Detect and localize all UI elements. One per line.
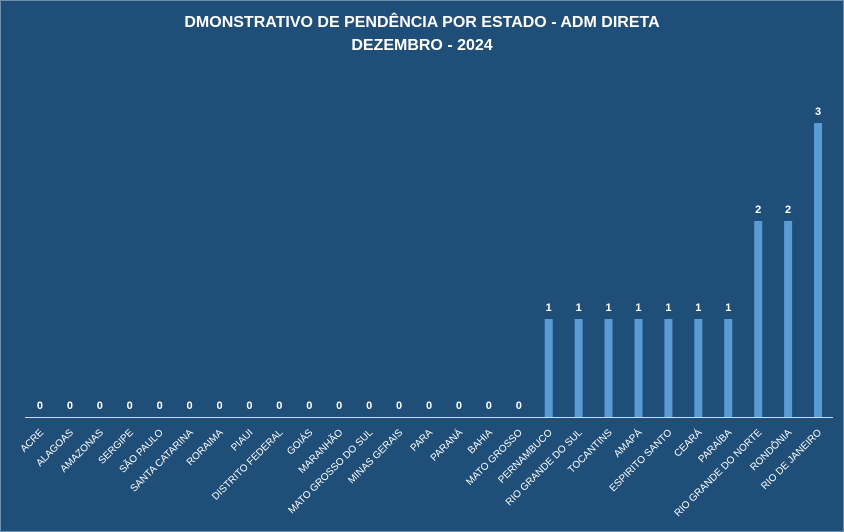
- x-tick-label: PARA: [409, 427, 436, 454]
- bar: [814, 123, 823, 417]
- data-label: 0: [246, 400, 252, 412]
- data-label: 1: [665, 302, 671, 314]
- data-label: 0: [67, 400, 73, 412]
- data-label: 0: [486, 400, 492, 412]
- chart-title-block: DMONSTRATIVO DE PENDÊNCIA POR ESTADO - A…: [1, 11, 843, 57]
- data-label: 1: [546, 302, 552, 314]
- data-label: 1: [576, 302, 582, 314]
- bar: [664, 319, 673, 417]
- bar: [724, 319, 733, 417]
- data-label: 0: [97, 400, 103, 412]
- x-tick-label: BAHIA: [466, 427, 495, 456]
- data-label: 0: [336, 400, 342, 412]
- x-tick-label: ACRE: [19, 427, 47, 455]
- data-label: 0: [216, 400, 222, 412]
- bar: [574, 319, 583, 417]
- data-label: 0: [187, 400, 193, 412]
- data-label: 3: [815, 106, 821, 118]
- data-label: 0: [127, 400, 133, 412]
- bar: [604, 319, 613, 417]
- x-tick-label: PIAUI: [229, 427, 255, 453]
- x-tick-label: PARANÁ: [427, 426, 465, 464]
- bar: [544, 319, 553, 417]
- data-label: 2: [785, 204, 791, 216]
- data-label: 0: [426, 400, 432, 412]
- data-label: 0: [37, 400, 43, 412]
- bar: [694, 319, 703, 417]
- data-label: 0: [456, 400, 462, 412]
- data-label: 0: [396, 400, 402, 412]
- data-label: 1: [605, 302, 611, 314]
- data-label: 1: [635, 302, 641, 314]
- data-label: 0: [366, 400, 372, 412]
- data-label: 0: [306, 400, 312, 412]
- data-label: 0: [516, 400, 522, 412]
- data-label: 0: [276, 400, 282, 412]
- x-tick-label: PERNAMBUCO: [496, 427, 555, 486]
- chart-title: DMONSTRATIVO DE PENDÊNCIA POR ESTADO - A…: [184, 14, 660, 31]
- bar: [634, 319, 643, 417]
- data-label: 1: [725, 302, 731, 314]
- chart-subtitle: DEZEMBRO - 2024: [351, 37, 493, 54]
- data-label: 0: [157, 400, 163, 412]
- data-label: 1: [695, 302, 701, 314]
- x-tick-label: MINAS GERAIS: [346, 427, 405, 486]
- bar: [754, 221, 763, 417]
- data-label: 2: [755, 204, 761, 216]
- bar: [784, 221, 793, 417]
